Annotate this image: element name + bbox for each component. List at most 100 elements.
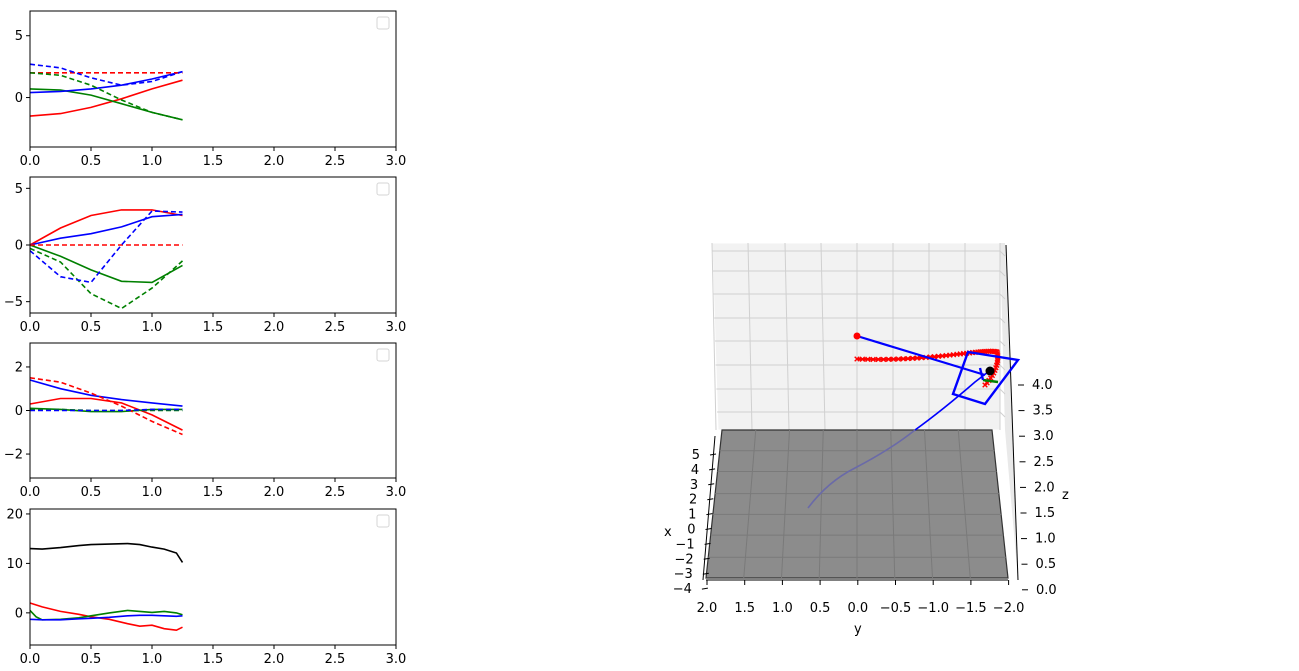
x-tick-label: 0.0: [20, 320, 41, 335]
y-tick-label: −1.0: [917, 601, 949, 616]
x-tick-label: 1.5: [203, 485, 224, 500]
y-tick-label: 10: [6, 557, 23, 572]
series-line-2: [29, 244, 183, 284]
x-tick-label: 0: [687, 523, 695, 538]
waypoint-marker: [895, 356, 902, 362]
legend-box: [376, 16, 390, 30]
series-line-5: [29, 72, 183, 121]
y-tick-label: 5: [15, 29, 23, 44]
x-tick-label: 0.5: [81, 320, 102, 335]
x-tick-label: 3.0: [386, 154, 407, 169]
legend-box: [376, 514, 390, 528]
grid-line: [747, 242, 753, 431]
x-tick-label: 0.5: [81, 154, 102, 169]
x-tick-label: 1.0: [142, 652, 163, 667]
floor-grid-line: [743, 429, 757, 579]
waypoint-marker: [890, 356, 897, 362]
x-tick-label: −2: [675, 552, 694, 567]
series-line-2: [29, 88, 183, 121]
x-tick: [706, 513, 713, 516]
y-tick-labels: 2.0 1.5 1.0 0.5 0.0 −0.5 −1.0 −1.5 −2.0: [697, 580, 1024, 616]
series-line-2: [29, 602, 183, 632]
x-tick-label: 1.5: [203, 652, 224, 667]
series-line-1: [29, 79, 183, 117]
y-tick-label: 0.0: [847, 601, 868, 616]
y-tick-label: −1.5: [955, 601, 987, 616]
panel-4: 0.0 0.5 1.0 1.5 2.0 2.5 3.0 20 10 0: [6, 507, 406, 667]
z-tick-label: 0.5: [1036, 557, 1057, 572]
grid-line: [999, 340, 1006, 347]
x-tick: [709, 453, 717, 456]
y-tick-label: 0: [15, 404, 23, 419]
axes-frame: [29, 10, 397, 148]
grid-line: [999, 364, 1006, 371]
pane-grid: [711, 242, 1006, 431]
drone-axis-blue: [978, 367, 985, 381]
y-tick-label: 0.5: [810, 601, 831, 616]
y-axis-label: y: [854, 622, 862, 637]
waypoint-marker: [905, 355, 911, 362]
y-tick-label: 2: [15, 360, 23, 375]
x-tick-label: 3.0: [386, 320, 407, 335]
x-axis-line: [702, 435, 716, 581]
x-tick-label: 0.5: [81, 652, 102, 667]
x-tick-label: 5: [692, 448, 700, 463]
x-tick-label: −1: [675, 537, 694, 552]
drone-axis-green: [982, 378, 999, 384]
y-tick-label: 2.0: [697, 601, 718, 616]
z-tick-label: 2.5: [1034, 455, 1055, 470]
x-tick-label: 2.5: [325, 320, 346, 335]
x-tick-label: 2.0: [264, 485, 285, 500]
waypoint-marker: [909, 355, 916, 362]
floor-grid: [708, 429, 1006, 579]
series-line-3: [29, 379, 183, 407]
x-axis-label: x: [664, 525, 672, 540]
x-tick: [708, 483, 715, 486]
series-line-6: [29, 210, 183, 284]
z-tick-label: 2.0: [1034, 480, 1055, 495]
waypoint-marker: [875, 356, 882, 363]
series-line-4: [29, 614, 183, 621]
x-tick: [703, 557, 710, 560]
x-tick-label: 3.0: [386, 485, 407, 500]
y-tick-label: 20: [6, 507, 23, 522]
x-tick: [704, 542, 711, 545]
series-line-1: [29, 542, 184, 563]
gate-frame: [951, 350, 1021, 406]
x-tick-label: 0.5: [81, 485, 102, 500]
series-line-6: [29, 63, 183, 87]
panel-2: 0.0 0.5 1.0 1.5 2.0 2.5 3.0 5 0 −5: [4, 176, 407, 335]
x-tick-label: 2: [689, 493, 697, 508]
floor-grid-line: [818, 429, 824, 579]
waypoint-marker: [885, 356, 892, 363]
floor-grid-line: [924, 429, 933, 579]
z-tick-label: 1.5: [1035, 506, 1056, 521]
z-tick-labels: 4.0 3.5 3.0 2.5 2.0 1.5 1.0 0.5 0.0: [1018, 378, 1057, 598]
x-tick: [707, 498, 714, 501]
axes-frame: [29, 508, 397, 646]
grid-line: [820, 242, 826, 431]
x-tick-label: 3.0: [386, 652, 407, 667]
start-marker: [853, 332, 861, 340]
y-tick-label: −0.5: [880, 601, 912, 616]
z-tick-label: 4.0: [1032, 378, 1053, 393]
z-axis-line: [1005, 244, 1019, 581]
x-tick-label: 1.0: [142, 320, 163, 335]
grid-line: [999, 317, 1006, 324]
x-tick: [705, 528, 712, 530]
x-tick-label: 2.5: [325, 652, 346, 667]
camera-ray: [856, 334, 986, 377]
series-line-3: [29, 213, 183, 246]
y-tick-label: 0: [15, 91, 23, 106]
grid-line: [999, 411, 1006, 418]
x-tick-label: 0.0: [20, 652, 41, 667]
x-tick-label: −3: [674, 567, 693, 582]
grid-line: [784, 242, 790, 431]
x-tick: [709, 468, 716, 471]
waypoint-marker: [982, 382, 988, 388]
x-tick-label: 2.0: [264, 652, 285, 667]
series-line-4: [29, 377, 183, 436]
series-line-1: [29, 397, 183, 431]
x-tick-label: 2.0: [264, 320, 285, 335]
